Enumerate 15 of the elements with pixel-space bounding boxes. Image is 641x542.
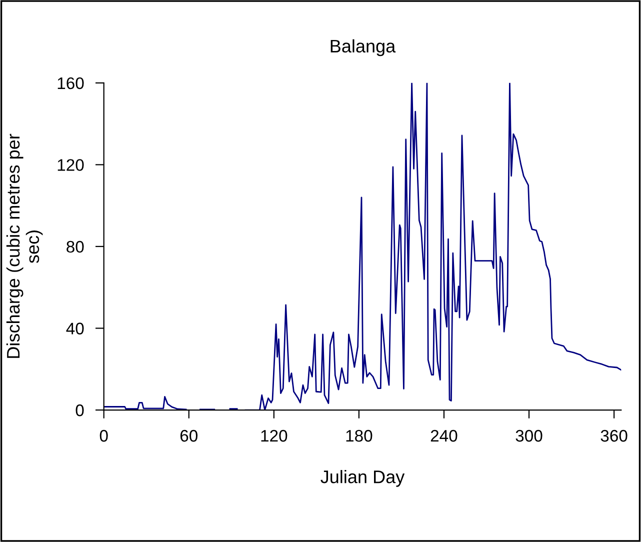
x-tick-label: 300	[516, 430, 542, 442]
y-axis-title: Discharge (cubic metres per sec)	[6, 134, 43, 358]
x-tick-label: 360	[600, 430, 628, 442]
y-tick-label: 40	[66, 322, 84, 334]
x-axis-title: Julian Day	[320, 470, 405, 487]
x-tick-label: 0	[100, 430, 108, 442]
chart-title: Balanga	[330, 39, 396, 56]
x-tick-label: 60	[180, 430, 198, 442]
y-tick-label: 80	[66, 240, 84, 253]
y-tick-label: 0	[76, 404, 84, 416]
x-tick-label: 120	[261, 430, 288, 442]
x-tick-label: 240	[430, 430, 458, 442]
y-tick-label: 120	[58, 159, 84, 171]
x-tick-label: 180	[346, 430, 372, 442]
y-tick-label: 160	[58, 77, 84, 90]
